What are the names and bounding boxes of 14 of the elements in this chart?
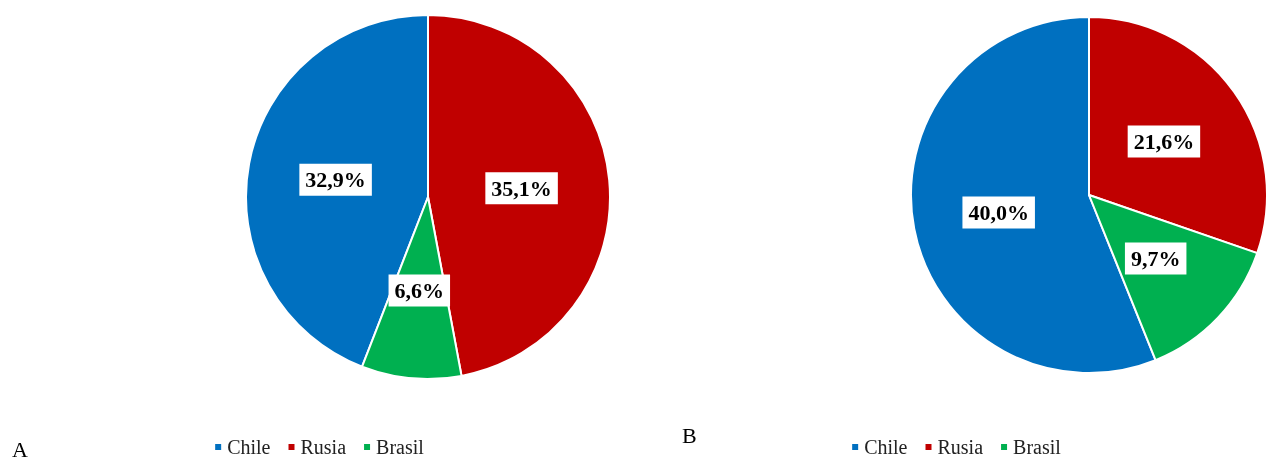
data-label: 32,9% — [305, 167, 366, 193]
text: A — [12, 436, 28, 462]
legend-label: Rusia — [937, 436, 984, 458]
data-label: 35,1% — [491, 175, 552, 201]
legend-label: Rusia — [300, 436, 347, 458]
data-label: 40,0% — [968, 200, 1029, 226]
data-label: 9,7% — [1130, 245, 1181, 271]
legend-label: Brasil — [376, 436, 425, 458]
data-label: 6,6% — [394, 278, 445, 304]
legend-label: Chile — [227, 436, 271, 458]
legend-label: Chile — [864, 436, 908, 458]
text: B — [682, 422, 697, 448]
data-label: 21,6% — [1133, 129, 1195, 155]
legend-label: Brasil — [1013, 436, 1062, 458]
